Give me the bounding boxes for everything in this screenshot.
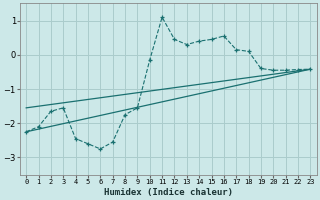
X-axis label: Humidex (Indice chaleur): Humidex (Indice chaleur) <box>104 188 233 197</box>
